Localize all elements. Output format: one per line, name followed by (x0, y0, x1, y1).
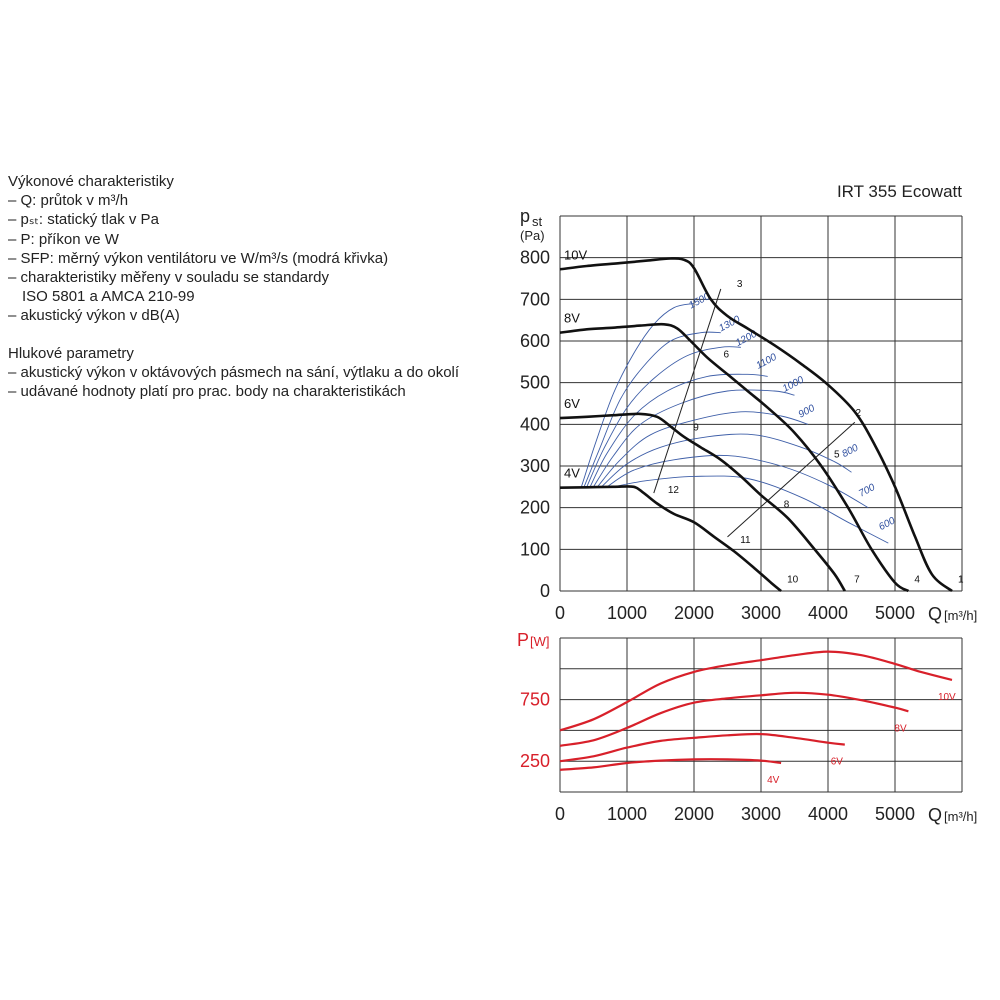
description-heading-performance: Výkonové charakteristiky (8, 173, 174, 190)
fan-curve-label-8v: 8V (564, 311, 580, 326)
pressure-y-tick-label: 200 (520, 498, 550, 518)
pressure-y-tick-label: 500 (520, 373, 550, 393)
sfp-curve (613, 475, 889, 544)
sfp-curve (601, 433, 852, 488)
pressure-y-tick-label: 800 (520, 248, 550, 268)
fan-curve-label-4v: 4V (564, 466, 580, 481)
description-heading-noise: Hlukové parametry (8, 344, 134, 362)
description-line: – SFP: měrný výkon ventilátoru ve W/m³/s… (8, 249, 389, 267)
pressure-y-tick-label: 100 (520, 539, 550, 559)
pressure-x-tick-label: 2000 (674, 603, 714, 623)
description-line: – udávané hodnoty platí pro prac. body n… (8, 383, 406, 401)
power-x-tick-label: 0 (555, 804, 565, 824)
power-curve-8v (559, 691, 909, 747)
power-y-axis-unit: [W] (530, 634, 550, 649)
pressure-x-tick-label: 1000 (607, 603, 647, 623)
fan-curve-label-10v: 10V (564, 247, 587, 262)
power-x-tick-label: 5000 (875, 804, 915, 824)
operating-point-label: 3 (737, 279, 743, 290)
sfp-curve (580, 303, 695, 487)
power-curve-label-10v: 10V (938, 692, 956, 703)
pressure-x-tick-label: 0 (555, 603, 565, 623)
description-line: – pₛₜ: statický tlak v Pa (8, 211, 159, 229)
pressure-x-tick-label: 3000 (741, 603, 781, 623)
fan-curve-label-6v: 6V (564, 396, 580, 411)
description-line: – P: příkon ve W (8, 230, 119, 248)
description-line: ISO 5801 a AMCA 210-99 (22, 288, 195, 306)
power-x-axis-unit: [m³/h] (944, 809, 977, 824)
fan-curve-8v (559, 322, 910, 593)
pressure-y-axis-label-subscript: st (532, 214, 543, 229)
sfp-curve-label: 600 (877, 515, 897, 533)
power-y-tick-label: 750 (520, 690, 550, 710)
pressure-y-tick-label: 700 (520, 289, 550, 309)
power-x-tick-label: 4000 (808, 804, 848, 824)
operating-point-label: 4 (914, 575, 920, 586)
fan-curve-4v (559, 485, 782, 593)
power-curve-label-8v: 8V (894, 723, 907, 734)
sfp-curve-label: 900 (797, 403, 817, 421)
power-x-tick-label: 1000 (607, 804, 647, 824)
sfp-curve-label: 1000 (781, 374, 806, 394)
description-line: – charakteristiky měřeny v souladu se st… (8, 269, 329, 287)
sfp-curve-label: 700 (857, 482, 877, 500)
pressure-y-tick-label: 300 (520, 456, 550, 476)
power-curve-4v (559, 758, 782, 771)
operating-point-label: 12 (668, 485, 680, 496)
fan-curve-10v (559, 257, 953, 593)
operating-point-label: 6 (723, 350, 729, 361)
chart-title: IRT 355 Ecowatt (836, 182, 962, 201)
power-x-axis-label: Q (928, 805, 942, 825)
operating-point-label: 10 (787, 575, 799, 586)
power-curve-10v (559, 650, 953, 732)
pressure-x-tick-label: 5000 (875, 603, 915, 623)
pressure-y-tick-label: 0 (540, 581, 550, 601)
operating-point-label: 7 (854, 575, 860, 586)
sfp-curve-label: 1200 (734, 329, 759, 349)
sfp-curve-label: 1100 (754, 352, 779, 372)
pressure-x-tick-label: 4000 (808, 603, 848, 623)
power-curve-label-4v: 4V (767, 775, 780, 786)
sfp-curve (597, 411, 809, 488)
fan-curve-6v (559, 412, 846, 592)
sfp-curve (593, 389, 795, 488)
pressure-y-tick-label: 400 (520, 414, 550, 434)
pressure-x-axis-label: Q (928, 604, 942, 624)
description-panel: Výkonové charakteristiky – Q: průtok v m… (8, 172, 498, 401)
pressure-y-axis-label: p (520, 206, 530, 226)
description-line: – akustický výkon v dB(A) (8, 307, 180, 325)
power-x-tick-label: 3000 (741, 804, 781, 824)
pressure-y-tick-label: 600 (520, 331, 550, 351)
operating-line (653, 288, 722, 494)
power-curve-6v (559, 732, 845, 763)
operating-point-label: 5 (834, 450, 840, 461)
sfp-curve (583, 331, 721, 487)
power-x-tick-label: 2000 (674, 804, 714, 824)
sfp-curve (586, 346, 741, 487)
sfp-curve (606, 454, 869, 509)
operating-point-label: 2 (855, 408, 861, 419)
operating-line (727, 421, 856, 538)
power-curve-label-6v: 6V (831, 757, 844, 768)
sfp-curve-label: 800 (840, 442, 860, 460)
operating-point-label: 1 (958, 575, 964, 586)
description-line: – akustický výkon v oktávových pásmech n… (8, 363, 460, 381)
power-y-tick-label: 250 (520, 751, 550, 771)
operating-point-label: 11 (740, 535, 751, 546)
pressure-x-axis-unit: [m³/h] (944, 608, 977, 623)
power-y-axis-label: P (517, 630, 529, 650)
operating-point-label: 9 (693, 423, 699, 434)
description-line: – Q: průtok v m³/h (8, 192, 129, 210)
sfp-curve (589, 373, 768, 488)
pressure-y-axis-unit: (Pa) (520, 228, 545, 243)
operating-point-label: 8 (784, 500, 790, 511)
